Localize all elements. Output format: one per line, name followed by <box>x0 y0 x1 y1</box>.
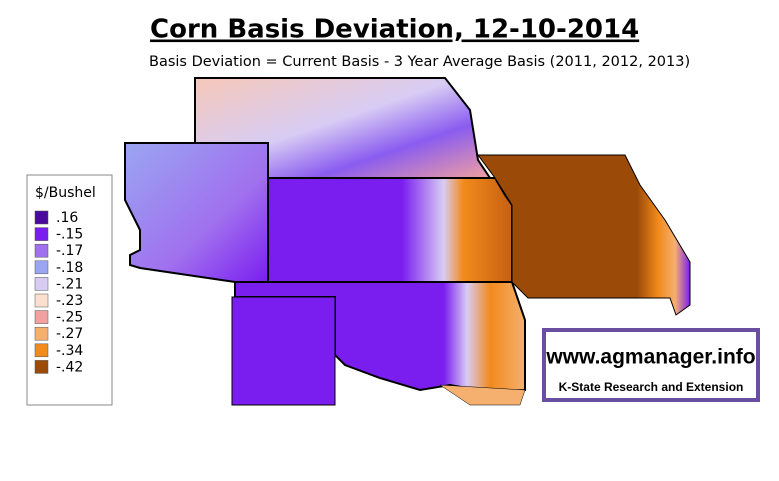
logo-box <box>542 328 760 402</box>
legend-label: -.21 <box>56 276 83 292</box>
legend-label: -.17 <box>56 243 83 259</box>
legend-swatch <box>34 227 49 241</box>
texas-north <box>439 384 526 406</box>
legend: $/Bushel .16-.15-.17-.18-.21-.23-.25-.27… <box>26 174 113 406</box>
kansas <box>267 177 513 283</box>
logo: www.agmanager.info K-State Research and … <box>542 328 760 402</box>
legend-label: -.18 <box>56 260 83 276</box>
legend-swatch <box>34 210 49 225</box>
subtitle: Basis Deviation = Current Basis - 3 Year… <box>149 54 690 70</box>
legend-label: -.34 <box>56 343 83 359</box>
legend-swatch <box>34 243 49 258</box>
legend-swatch <box>34 277 49 291</box>
logo-url: www.agmanager.info <box>545 346 755 369</box>
legend-label: -.15 <box>56 227 83 243</box>
legend-swatch <box>34 260 49 275</box>
legend-title: $/Bushel <box>35 185 96 201</box>
legend-label: .16 <box>56 210 78 226</box>
legend-swatch <box>34 326 49 341</box>
title: Corn Basis Deviation, 12-10-2014 <box>150 15 639 45</box>
texas-panhandle <box>231 296 336 406</box>
legend-swatch <box>34 343 49 358</box>
legend-label: -.42 <box>56 359 83 375</box>
legend-swatch <box>34 360 49 374</box>
missouri <box>477 154 691 316</box>
colorado <box>124 142 269 283</box>
logo-org: K-State Research and Extension <box>559 380 744 394</box>
legend-swatch <box>34 293 49 308</box>
legend-label: -.23 <box>56 293 83 309</box>
legend-swatch <box>34 310 49 324</box>
legend-label: -.25 <box>56 310 83 326</box>
legend-label: -.27 <box>56 326 83 342</box>
legend-items: .16-.15-.17-.18-.21-.23-.25-.27-.34-.42 <box>34 210 83 375</box>
map <box>124 77 691 406</box>
